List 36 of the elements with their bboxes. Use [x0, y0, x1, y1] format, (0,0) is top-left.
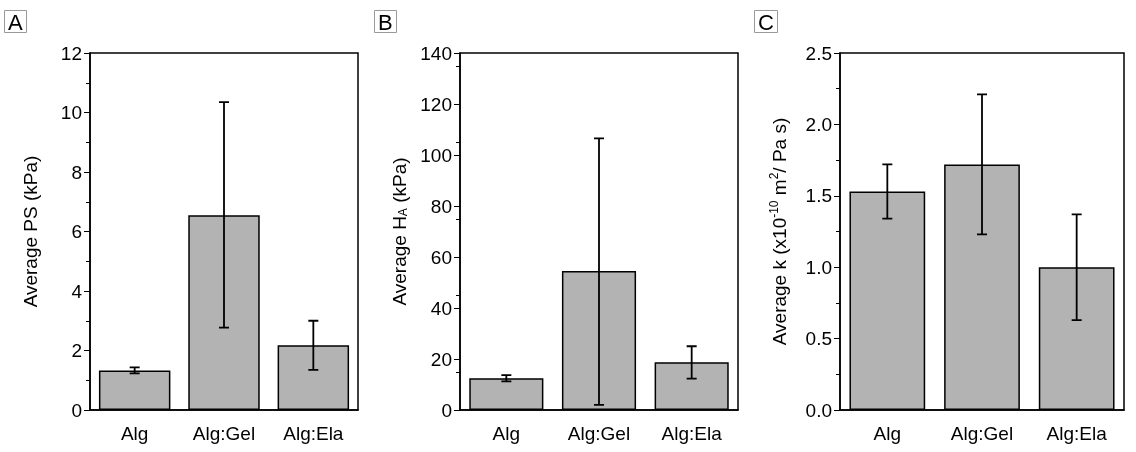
x-tick-label: Alg:Ela: [283, 423, 344, 444]
y-tick-label: 2.5: [805, 42, 832, 64]
y-tick-label: 10: [60, 102, 82, 123]
x-tick-label: Alg:Ela: [661, 423, 723, 444]
y-tick-label: 0.5: [805, 328, 832, 350]
chart-title: C: [758, 9, 774, 35]
y-tick-label: 80: [430, 195, 452, 217]
chart-title: A: [8, 9, 23, 35]
x-tick-label: Alg:Gel: [950, 423, 1014, 444]
x-tick-label: Alg: [492, 423, 521, 444]
x-tick-label: Alg: [873, 423, 902, 444]
x-tick-label: Alg:Ela: [1046, 423, 1108, 444]
y-tick-label: 12: [60, 42, 82, 64]
x-tick-label: Alg: [120, 423, 149, 444]
y-tick-label: 1.5: [805, 185, 832, 207]
y-tick-label: 4: [71, 280, 83, 302]
y-axis-title: Average HA (kPa): [388, 157, 411, 306]
y-tick-label: 2.0: [805, 113, 832, 135]
y-tick-label: 140: [420, 42, 452, 64]
y-tick-label: 0: [71, 399, 82, 421]
y-tick-label: 0: [441, 399, 452, 421]
x-tick-label: Alg:Gel: [567, 423, 631, 444]
y-axis-title: Average k (x10-10 m2/ Pa s): [767, 117, 790, 346]
y-tick-label: 120: [420, 93, 452, 115]
y-tick-label: 100: [420, 144, 452, 166]
y-tick-label: 60: [430, 246, 452, 268]
y-tick-label: 8: [71, 161, 82, 183]
y-tick-label: 20: [430, 348, 452, 370]
chart-title: B: [378, 9, 393, 35]
y-tick-label: 40: [430, 297, 452, 319]
x-tick-label: Alg:Gel: [192, 423, 256, 444]
y-tick-label: 0.0: [805, 399, 832, 421]
y-tick-label: 6: [71, 221, 82, 242]
y-tick-label: 2: [71, 340, 82, 361]
y-tick-label: 1.0: [805, 256, 832, 278]
y-axis-title: Average PS (kPa): [20, 155, 41, 308]
